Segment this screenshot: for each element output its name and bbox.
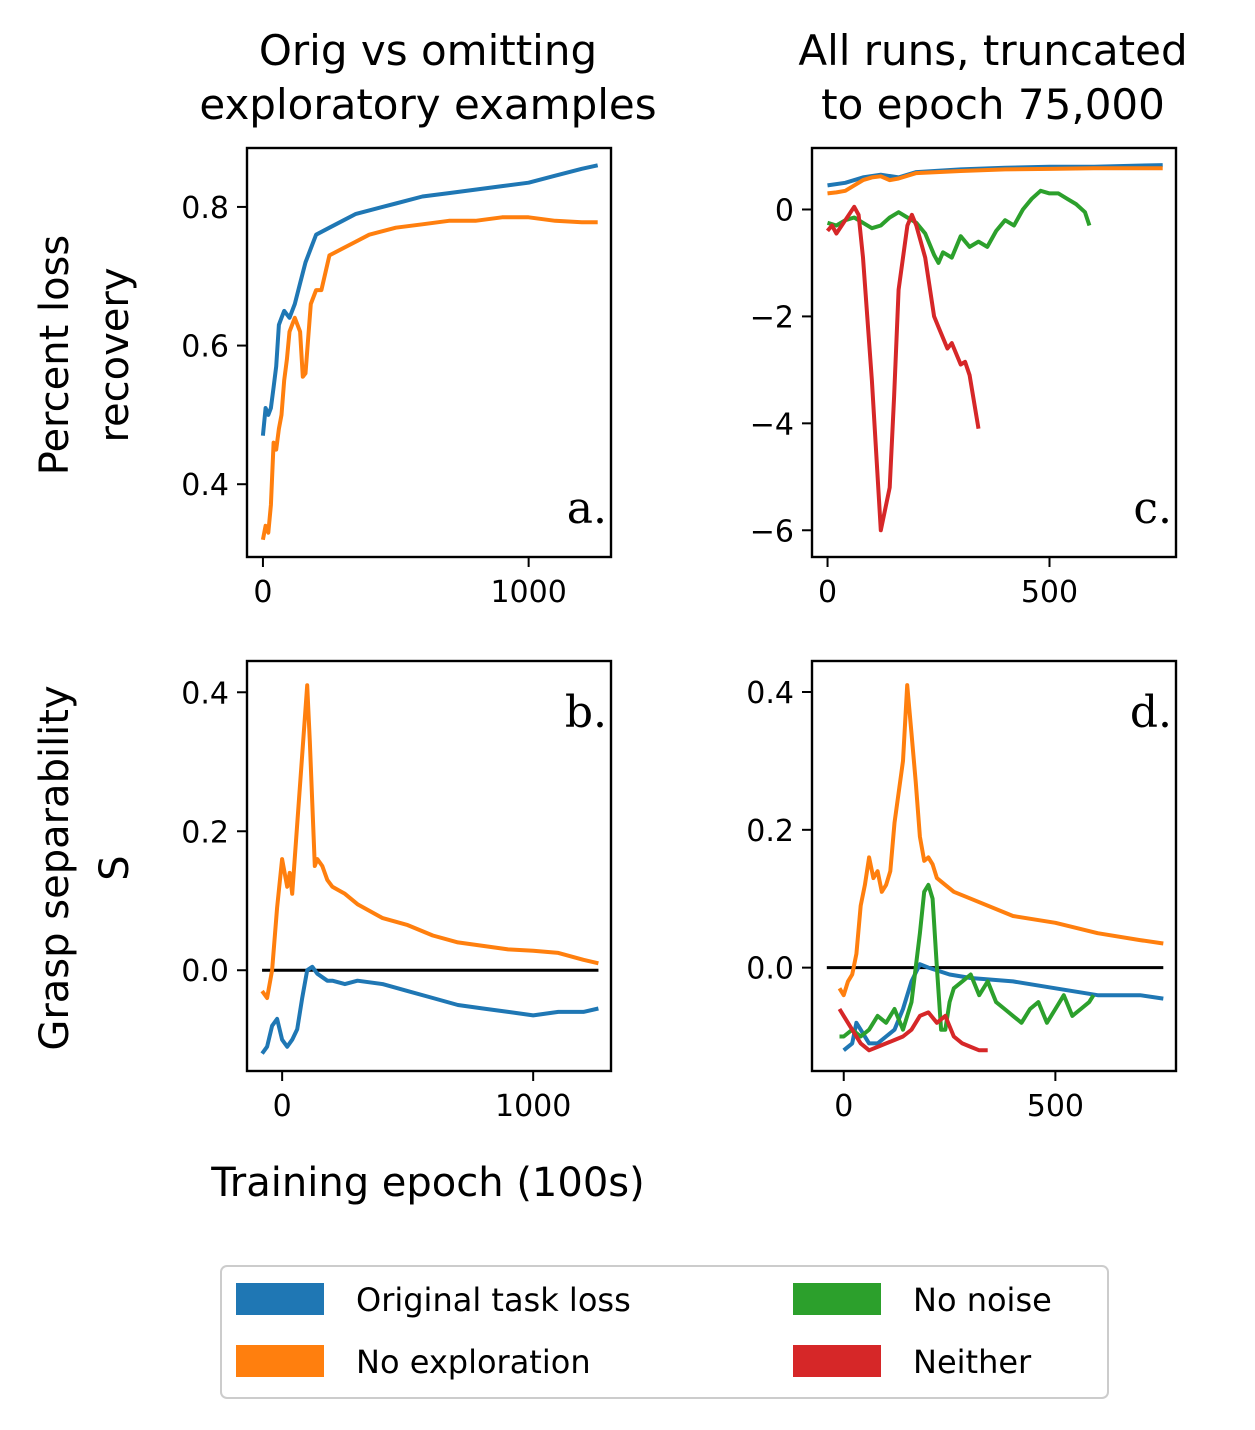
panel-label-b: b. bbox=[565, 687, 607, 738]
panel-c: 0 500 −6 −4 −2 0 c. bbox=[750, 146, 1178, 610]
ytick-label-d: 0.2 bbox=[746, 814, 794, 849]
title-a-line2: exploratory examples bbox=[199, 80, 656, 129]
axes-frame-b bbox=[245, 659, 613, 1073]
ytick-label-c: −2 bbox=[750, 300, 794, 335]
series-a-no-exploration bbox=[260, 215, 598, 541]
series-d-original-task-loss bbox=[842, 962, 1164, 1052]
panel-label-a: a. bbox=[567, 483, 607, 534]
ytick-label-c: −4 bbox=[750, 407, 794, 442]
panel-label-d: d. bbox=[1130, 687, 1172, 738]
ylabel-bottom-line1: Grasp separability bbox=[32, 685, 78, 1050]
series-b-original-task-loss bbox=[260, 964, 599, 1055]
title-a-line1: Orig vs omitting bbox=[259, 26, 597, 75]
title-c-line1: All runs, truncated bbox=[798, 26, 1187, 75]
series-d-no-noise bbox=[839, 882, 1096, 1039]
ytick-label-a: 0.6 bbox=[181, 330, 229, 365]
series-d-neither bbox=[837, 1007, 988, 1053]
panel-label-c: c. bbox=[1133, 483, 1172, 534]
xtick-label-a: 1000 bbox=[490, 575, 566, 610]
series-c-no-noise bbox=[826, 188, 1092, 265]
axes-frame-c bbox=[810, 146, 1178, 559]
panel-d: 0 500 0.0 0.2 0.4 d. bbox=[746, 659, 1178, 1124]
legend-label-original: Original task loss bbox=[356, 1281, 631, 1319]
xlabel: Training epoch (100s) bbox=[210, 1160, 644, 1206]
axes-frame-d bbox=[810, 659, 1178, 1073]
legend-swatch-neither bbox=[793, 1345, 881, 1377]
series-c-neither bbox=[825, 204, 981, 533]
legend-swatch-original bbox=[236, 1283, 324, 1315]
ytick-label-b: 0.4 bbox=[181, 676, 229, 711]
ylabel-bottom-line2: S bbox=[92, 855, 138, 880]
legend-label-no-exploration: No exploration bbox=[356, 1343, 591, 1381]
panel-a: 0 1000 0.4 0.6 0.8 a. bbox=[181, 146, 613, 610]
ytick-label-b: 0.2 bbox=[181, 815, 229, 850]
legend: Original task loss No exploration No noi… bbox=[220, 1265, 1109, 1399]
xtick-label-a: 0 bbox=[253, 575, 272, 610]
title-c-line2: to epoch 75,000 bbox=[821, 80, 1165, 129]
xtick-label-d: 0 bbox=[834, 1089, 853, 1124]
series-c-no-exploration bbox=[827, 166, 1163, 196]
xtick-label-d: 500 bbox=[1027, 1089, 1084, 1124]
panel-b: 0 1000 0.0 0.2 0.4 b. bbox=[181, 659, 613, 1124]
legend-label-neither: Neither bbox=[913, 1343, 1032, 1381]
legend-frame bbox=[220, 1265, 1109, 1399]
axes-frame-a bbox=[245, 146, 613, 559]
ytick-label-a: 0.4 bbox=[181, 468, 229, 503]
xtick-label-c: 0 bbox=[818, 575, 837, 610]
series-a-original-task-loss bbox=[260, 163, 599, 436]
ytick-label-c: 0 bbox=[775, 193, 794, 228]
xtick-label-b: 0 bbox=[273, 1089, 292, 1124]
legend-swatch-no-noise bbox=[793, 1283, 881, 1315]
ylabel-top-line2: recovery bbox=[92, 267, 138, 442]
legend-swatch-no-exploration bbox=[236, 1345, 324, 1377]
ytick-label-c: −6 bbox=[750, 514, 794, 549]
ytick-label-d: 0.4 bbox=[746, 676, 794, 711]
xtick-label-c: 500 bbox=[1021, 575, 1078, 610]
xtick-label-b: 1000 bbox=[495, 1089, 571, 1124]
ytick-label-b: 0.0 bbox=[181, 954, 229, 989]
ytick-label-a: 0.8 bbox=[181, 191, 229, 226]
series-d-no-exploration bbox=[837, 683, 1164, 998]
ylabel-top-line1: Percent loss bbox=[32, 235, 78, 476]
series-b-no-exploration bbox=[260, 683, 599, 1000]
ytick-label-d: 0.0 bbox=[746, 952, 794, 987]
legend-label-no-noise: No noise bbox=[913, 1281, 1052, 1319]
